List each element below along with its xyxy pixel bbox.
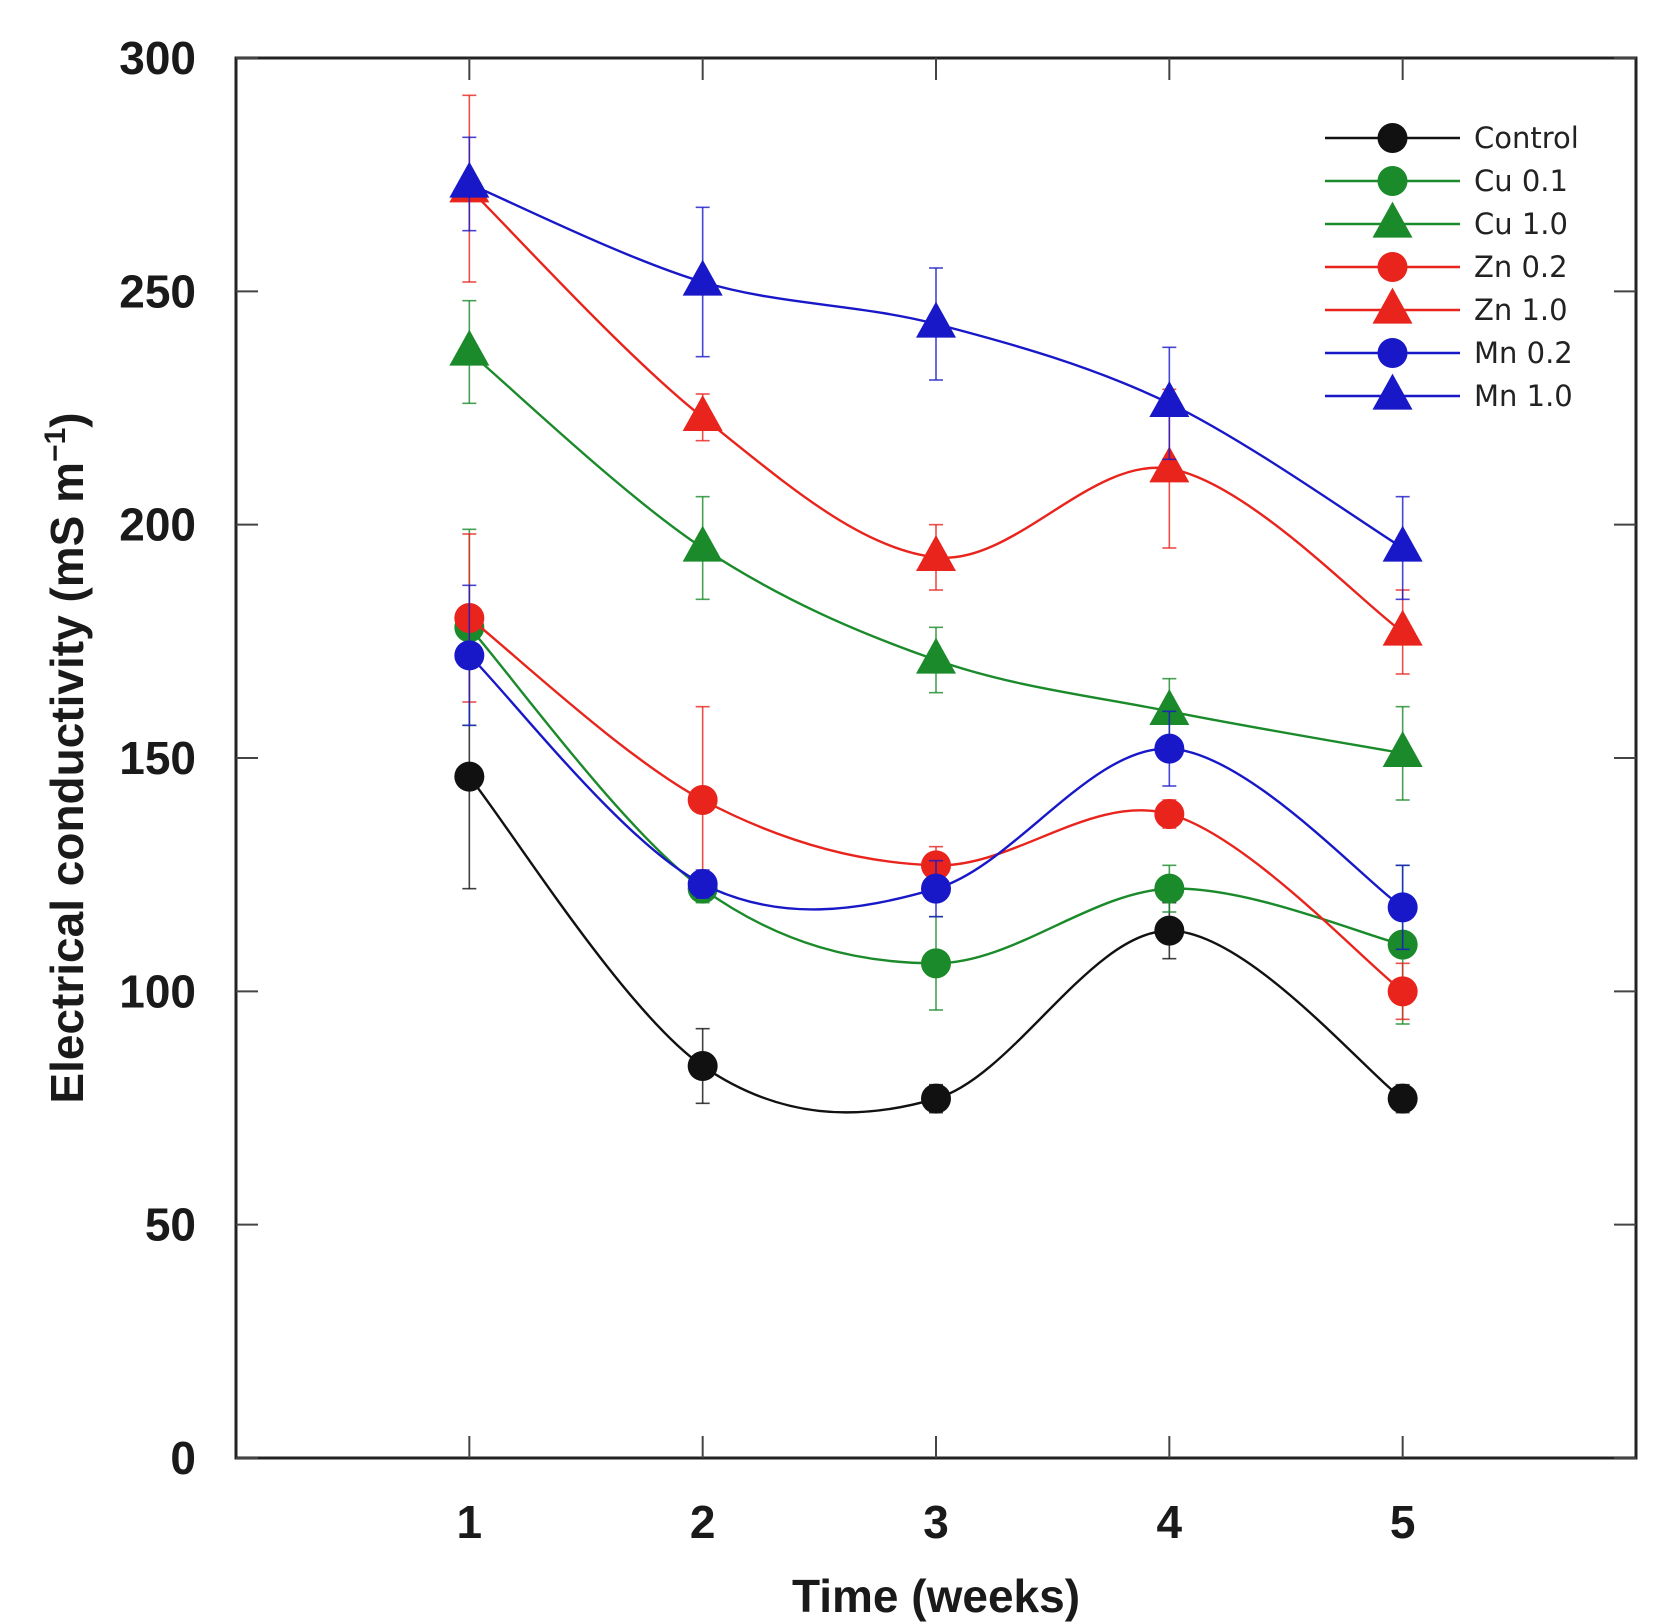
legend-label: Zn 1.0	[1474, 293, 1568, 327]
series-layer	[449, 94, 1423, 1114]
y-tick-label: 200	[119, 499, 196, 551]
data-point	[1154, 799, 1185, 829]
legend-item-cu-0-1: Cu 0.1	[1325, 164, 1568, 198]
legend-marker	[1372, 373, 1413, 410]
data-point	[916, 535, 956, 572]
data-point	[1154, 873, 1185, 904]
data-point	[687, 785, 718, 815]
y-axis-tick-labels: 0 50 100 150 200 250 300	[119, 32, 196, 1484]
data-point	[1387, 976, 1418, 1007]
data-point	[687, 1051, 718, 1081]
data-point	[1382, 731, 1423, 768]
legend-marker	[1377, 252, 1408, 282]
y-tick-label: 100	[119, 965, 196, 1017]
legend-item-mn-1-0: Mn 1.0	[1325, 373, 1573, 413]
y-axis-title-superscript: −1	[39, 428, 72, 462]
data-point	[921, 1083, 951, 1114]
data-point	[687, 869, 718, 899]
y-tick-label: 50	[145, 1199, 196, 1251]
legend-label: Control	[1474, 121, 1579, 155]
x-tick-label: 2	[690, 1496, 716, 1548]
series-cu-0-1	[454, 528, 1418, 1025]
legend-label: Cu 1.0	[1474, 207, 1568, 241]
x-tick-label: 4	[1157, 1496, 1183, 1548]
x-tick-label: 3	[923, 1496, 949, 1548]
data-point	[916, 301, 956, 338]
data-point	[921, 873, 951, 904]
legend-item-mn-0-2: Mn 0.2	[1325, 336, 1573, 370]
data-point	[1149, 446, 1190, 483]
legend-label: Mn 1.0	[1474, 379, 1573, 413]
legend-label: Zn 0.2	[1474, 250, 1568, 284]
series-control	[454, 663, 1418, 1114]
data-point	[449, 329, 490, 366]
y-tick-label: 150	[119, 732, 196, 784]
x-tick-label: 1	[457, 1496, 483, 1548]
data-point	[454, 640, 485, 671]
data-point	[1154, 915, 1185, 946]
data-point	[1149, 689, 1190, 726]
data-point	[916, 637, 956, 674]
y-axis-title-close: )	[41, 412, 93, 427]
legend-label: Mn 0.2	[1474, 336, 1573, 370]
x-axis-title: Time (weeks)	[792, 1570, 1080, 1622]
data-point	[1382, 609, 1423, 646]
y-axis-title-main: Electrical conductivity (mS m	[41, 462, 93, 1104]
legend: Control Cu 0.1 Cu 1.0 Zn 0.2 Zn 1.0 Mn 0.2 Mn …	[1325, 121, 1579, 413]
legend-marker	[1377, 338, 1408, 368]
series-cu-1-0	[449, 299, 1423, 801]
y-axis-title: Electrical conductivity (mS m−1)	[39, 412, 93, 1103]
data-point	[1387, 1083, 1418, 1114]
x-axis-tick-labels: 1 2 3 4 5	[457, 1496, 1416, 1548]
data-point	[682, 525, 723, 562]
x-tick-label: 5	[1390, 1496, 1416, 1548]
data-point	[1149, 381, 1190, 418]
data-point	[1154, 733, 1185, 764]
data-point	[454, 761, 485, 792]
data-point	[1387, 892, 1418, 923]
legend-item-cu-1-0: Cu 1.0	[1325, 201, 1568, 241]
y-tick-label: 250	[119, 265, 196, 317]
data-point	[1382, 525, 1423, 562]
series-mn-0-2	[454, 584, 1418, 951]
data-point	[921, 948, 951, 979]
series-mn-1-0	[449, 136, 1423, 601]
legend-item-control: Control	[1325, 121, 1579, 155]
data-point	[682, 259, 723, 296]
legend-item-zn-0-2: Zn 0.2	[1325, 250, 1568, 284]
y-tick-label: 300	[119, 32, 196, 84]
data-point	[682, 395, 723, 432]
data-point	[449, 161, 490, 198]
series-zn-1-0	[449, 94, 1423, 675]
legend-marker	[1377, 123, 1408, 153]
legend-label: Cu 0.1	[1474, 164, 1568, 198]
legend-marker	[1372, 201, 1413, 238]
legend-marker	[1372, 287, 1413, 324]
legend-marker	[1377, 166, 1408, 196]
y-tick-label: 0	[170, 1432, 196, 1484]
axis-ticks	[236, 57, 1636, 1459]
legend-item-zn-1-0: Zn 1.0	[1325, 287, 1568, 327]
